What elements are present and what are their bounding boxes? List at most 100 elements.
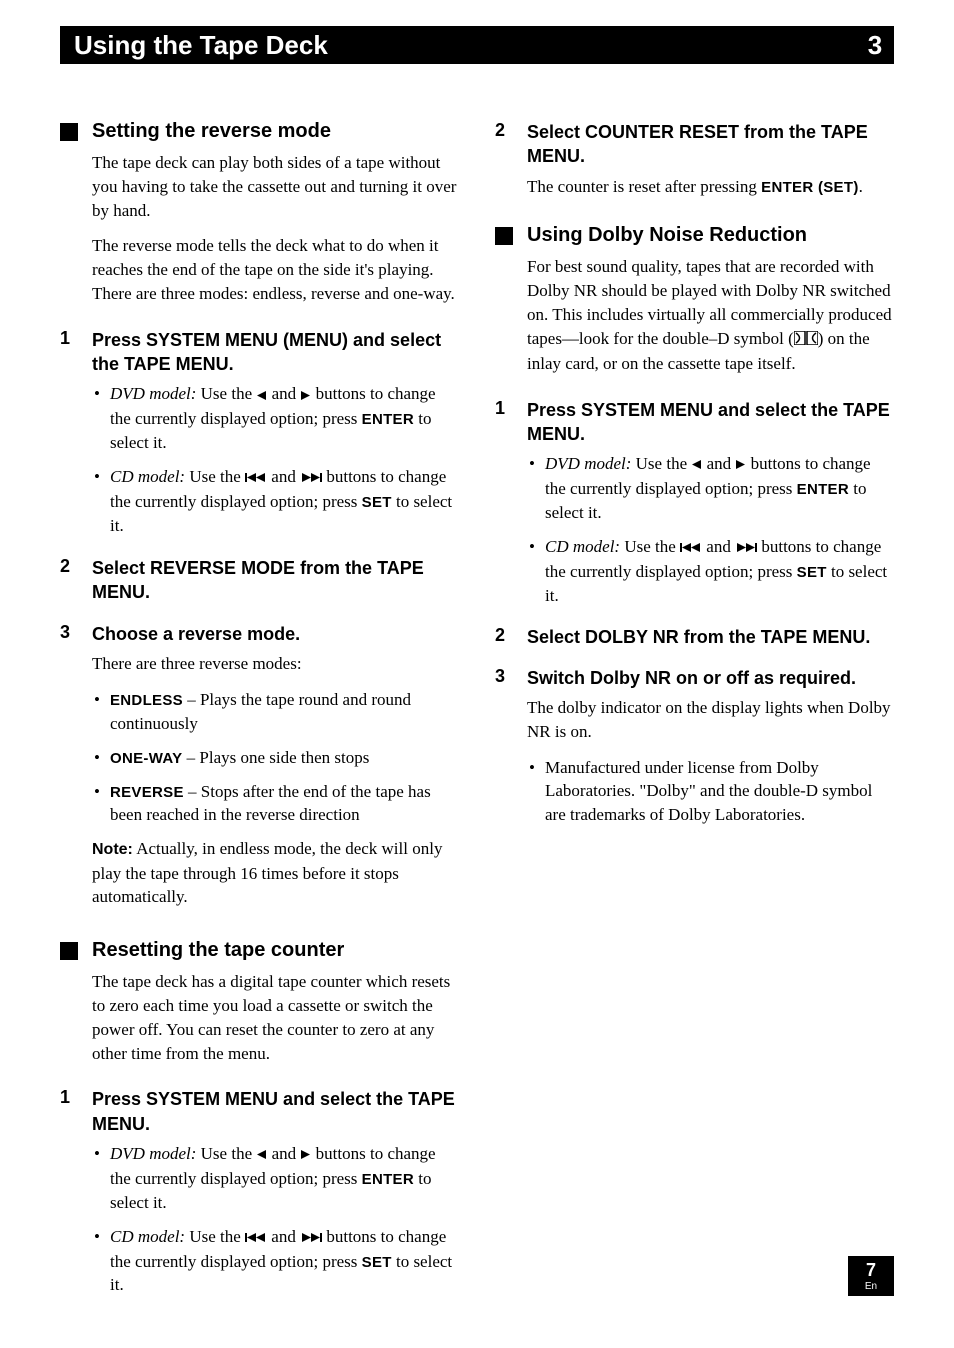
skip-back-icon (680, 536, 702, 560)
step-2b: 2 Select COUNTER RESET from the TAPE MEN… (495, 120, 894, 210)
section-body: The tape deck has a digital tape counter… (92, 970, 459, 1065)
bullet-box-icon (495, 227, 513, 245)
bullet-cd: CD model: Use the and buttons to change … (92, 465, 459, 538)
bullet-dvd: DVD model: Use the and buttons to change… (92, 1142, 459, 1215)
skip-forward-icon (300, 466, 322, 490)
step-content: Switch Dolby NR on or off as required. T… (527, 666, 894, 837)
section-reset-counter: Resetting the tape counter The tape deck… (60, 939, 459, 1065)
text: and (702, 537, 735, 556)
bullet-dvd: DVD model: Use the and buttons to change… (92, 382, 459, 455)
text: Use the (196, 384, 256, 403)
step-1c: 1 Press SYSTEM MENU and select the TAPE … (495, 398, 894, 618)
text: Use the (631, 454, 691, 473)
step-title: Choose a reverse mode. (92, 622, 459, 646)
step-content: Press SYSTEM MENU and select the TAPE ME… (527, 398, 894, 618)
header-title: Using the Tape Deck (74, 30, 328, 61)
model-label: DVD model: (545, 454, 631, 473)
section-dolby: Using Dolby Noise Reduction For best sou… (495, 224, 894, 375)
skip-back-icon (245, 466, 267, 490)
page-lang: En (865, 1282, 877, 1292)
step-title: Select COUNTER RESET from the TAPE MENU. (527, 120, 894, 169)
heading-text: Setting the reverse mode (92, 120, 331, 143)
step-2: 2 Select REVERSE MODE from the TAPE MENU… (60, 556, 459, 611)
mode-endless: ENDLESS – Plays the tape round and round… (92, 688, 459, 736)
step-content: Choose a reverse mode. There are three r… (92, 622, 459, 921)
note: Note: Actually, in endless mode, the dec… (92, 837, 459, 909)
page-number: 7 (866, 1261, 876, 1279)
step-number: 1 (495, 398, 527, 618)
text: and (267, 467, 300, 486)
button-label: ENTER (797, 481, 849, 498)
section-heading: Using Dolby Noise Reduction (495, 224, 894, 247)
text: Use the (185, 1227, 245, 1246)
model-label: DVD model: (110, 1144, 196, 1163)
bullet-box-icon (60, 123, 78, 141)
mode-list: ENDLESS – Plays the tape round and round… (92, 688, 459, 827)
right-arrow-icon (300, 384, 311, 408)
text: and (267, 1227, 300, 1246)
skip-forward-icon (735, 536, 757, 560)
step-content: Select REVERSE MODE from the TAPE MENU. (92, 556, 459, 611)
step-title: Select REVERSE MODE from the TAPE MENU. (92, 556, 459, 605)
trademark-bullet: Manufactured under license from Dolby La… (527, 756, 894, 827)
mode-label: ONE-WAY (110, 750, 182, 767)
content-columns: Setting the reverse mode The tape deck c… (60, 120, 894, 1315)
step-body: The dolby indicator on the display light… (527, 696, 894, 744)
button-label: ENTER (SET) (761, 179, 858, 196)
bullet-cd: CD model: Use the and buttons to change … (92, 1225, 459, 1298)
step-content: Select DOLBY NR from the TAPE MENU. (527, 625, 894, 655)
step-title: Press SYSTEM MENU (MENU) and select the … (92, 328, 459, 377)
step-bullets: DVD model: Use the and buttons to change… (92, 382, 459, 537)
text: Use the (196, 1144, 256, 1163)
step-bullets: DVD model: Use the and buttons to change… (92, 1142, 459, 1297)
step-title: Press SYSTEM MENU and select the TAPE ME… (527, 398, 894, 447)
skip-back-icon (245, 1226, 267, 1250)
step-1b: 1 Press SYSTEM MENU and select the TAPE … (60, 1087, 459, 1307)
text: and (702, 454, 735, 473)
page-header: Using the Tape Deck (60, 26, 894, 64)
text: and (267, 1144, 300, 1163)
step-3: 3 Choose a reverse mode. There are three… (60, 622, 459, 921)
paragraph: The tape deck has a digital tape counter… (92, 970, 459, 1065)
paragraph: The reverse mode tells the deck what to … (92, 234, 459, 305)
left-arrow-icon (256, 1143, 267, 1167)
model-label: CD model: (545, 537, 620, 556)
page-number-tab: 7 En (848, 1256, 894, 1296)
text: The counter is reset after pressing (527, 177, 761, 196)
button-label: ENTER (362, 1171, 414, 1188)
button-label: SET (362, 1254, 392, 1271)
text: Use the (185, 467, 245, 486)
skip-forward-icon (300, 1226, 322, 1250)
mode-reverse: REVERSE – Stops after the end of the tap… (92, 780, 459, 828)
step-bullets: DVD model: Use the and buttons to change… (527, 452, 894, 607)
section-reverse-mode: Setting the reverse mode The tape deck c… (60, 120, 459, 306)
section-heading: Resetting the tape counter (60, 939, 459, 962)
column-right: 2 Select COUNTER RESET from the TAPE MEN… (495, 120, 894, 1315)
mode-text: – Plays one side then stops (182, 748, 369, 767)
step-content: Select COUNTER RESET from the TAPE MENU.… (527, 120, 894, 210)
step-title: Select DOLBY NR from the TAPE MENU. (527, 625, 894, 649)
heading-text: Using Dolby Noise Reduction (527, 224, 807, 247)
step-number: 3 (60, 622, 92, 921)
step-title: Switch Dolby NR on or off as required. (527, 666, 894, 690)
right-arrow-icon (300, 1143, 311, 1167)
step-title: Press SYSTEM MENU and select the TAPE ME… (92, 1087, 459, 1136)
mode-one-way: ONE-WAY – Plays one side then stops (92, 746, 459, 770)
step-number: 1 (60, 1087, 92, 1307)
note-text: Actually, in endless mode, the deck will… (92, 839, 442, 906)
dolby-icon (794, 328, 818, 352)
button-label: ENTER (362, 411, 414, 428)
section-body: The tape deck can play both sides of a t… (92, 151, 459, 306)
paragraph: For best sound quality, tapes that are r… (527, 255, 894, 375)
section-body: For best sound quality, tapes that are r… (527, 255, 894, 375)
button-label: SET (797, 564, 827, 581)
mode-label: ENDLESS (110, 692, 183, 709)
section-heading: Setting the reverse mode (60, 120, 459, 143)
text: . (859, 177, 863, 196)
right-arrow-icon (735, 453, 746, 477)
model-label: CD model: (110, 1227, 185, 1246)
bullet-trademark: Manufactured under license from Dolby La… (527, 756, 894, 827)
step-number: 2 (60, 556, 92, 611)
heading-text: Resetting the tape counter (92, 939, 344, 962)
step-number: 2 (495, 120, 527, 210)
